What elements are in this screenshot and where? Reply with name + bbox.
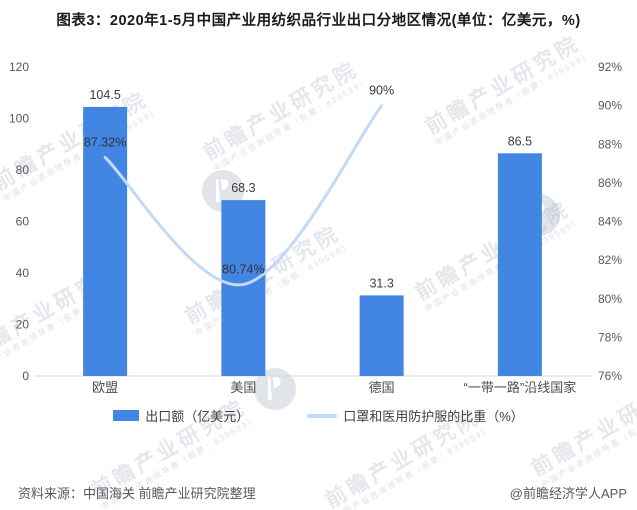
right-axis-tick-label: 88%: [598, 137, 622, 151]
chart-title: 图表3：2020年1-5月中国产业用纺织品行业出口分地区情况(单位：亿美元，%): [56, 13, 581, 29]
bar-value-label: 68.3: [231, 181, 255, 195]
footer: 资料来源：中国海关 前瞻产业研究院整理 @前瞻经济学人APP: [18, 483, 627, 502]
line-series-swatch: [307, 413, 338, 418]
ratio-line: [103, 104, 384, 287]
category-label: 欧盟: [92, 380, 118, 395]
left-axis-tick-label: 0: [22, 369, 29, 383]
legend-label-mask-ratio: 口罩和医用防护服的比重（%）: [343, 409, 524, 424]
right-axis-tick-label: 92%: [598, 60, 622, 74]
credit-text: @前瞻经济学人APP: [509, 486, 627, 501]
ratio-point-label: 90%: [369, 84, 394, 98]
ratio-point-label: 87.32%: [84, 135, 126, 149]
right-axis-tick-label: 76%: [598, 369, 622, 383]
legend-item-export-value: 出口额（亿美元）: [113, 406, 249, 425]
left-axis-tick-label: 40: [16, 266, 30, 280]
chart-svg: 0 20 40 60 80 100 120 76% 78% 80% 82% 84% 86% 88% 90% 9…: [9, 60, 622, 395]
right-axis-tick-label: 86%: [598, 176, 622, 190]
category-label: “一带一路”沿线国家: [464, 380, 577, 395]
legend-label-export-value: 出口额（亿美元）: [145, 409, 250, 424]
left-axis-tick-label: 80: [16, 163, 30, 177]
ratio-point-label: 80.74%: [222, 262, 264, 276]
left-axis-tick-label: 20: [16, 318, 30, 332]
right-axis-tick-label: 84%: [598, 215, 622, 229]
bar-value-label: 31.3: [369, 276, 393, 290]
left-axis-tick-label: 120: [9, 60, 29, 74]
right-axis-tick-label: 90%: [598, 99, 622, 113]
source-text: 资料来源：中国海关 前瞻产业研究院整理: [18, 486, 256, 501]
left-axis-tick-label: 60: [16, 215, 30, 229]
category-label: 美国: [230, 380, 256, 395]
right-axis-tick-label: 80%: [598, 292, 622, 306]
right-axis-tick-label: 78%: [598, 330, 622, 344]
export-bar: [359, 295, 404, 376]
export-bar: [83, 106, 128, 376]
right-axis-tick-label: 82%: [598, 253, 622, 267]
category-label: 德国: [369, 380, 395, 395]
export-bar: [497, 153, 542, 376]
legend: 出口额（亿美元） 口罩和医用防护服的比重（%）: [0, 406, 637, 425]
legend-item-mask-ratio: 口罩和医用防护服的比重（%）: [307, 406, 524, 425]
bar-value-label: 104.5: [89, 88, 120, 102]
bar-value-label: 86.5: [508, 134, 532, 148]
bar-series-swatch: [113, 410, 140, 421]
left-axis-tick-label: 100: [9, 112, 29, 126]
export-bar: [221, 200, 266, 376]
